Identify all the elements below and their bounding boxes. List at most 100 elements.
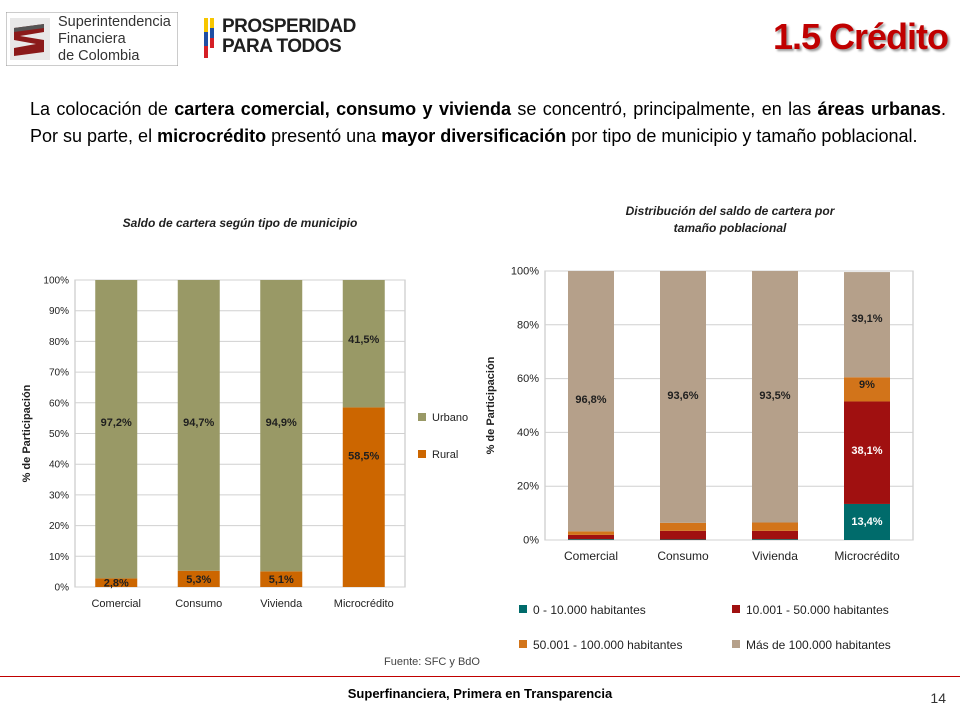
chart2-x-tick: Comercial <box>564 549 618 563</box>
chart2-y-tick: 40% <box>517 427 539 439</box>
chart1-bar-segment <box>342 280 385 408</box>
chart2-x-tick: Consumo <box>657 549 709 563</box>
chart1-title: Saldo de cartera según tipo de municipio <box>122 216 358 230</box>
prosperidad-logo <box>204 18 214 58</box>
footer-divider <box>0 676 960 677</box>
chart1-y-tick: 20% <box>49 521 69 532</box>
chart1-y-tick: 90% <box>49 306 69 317</box>
chart2-bar-segment <box>568 539 614 540</box>
chart2-bar-segment <box>844 272 890 378</box>
chart1-svg: 0% 10% 20% 30% 40% 50% 60% 70% 80% 90% 100% % de Pa… <box>21 276 468 611</box>
chart2-data-label: 96,8% <box>575 394 606 406</box>
chart1-y-tick: 100% <box>43 276 69 287</box>
chart2-bar-segment <box>660 522 706 531</box>
chart1-legend-swatch <box>418 450 426 458</box>
intro-paragraph: La colocación de cartera comercial, cons… <box>30 96 946 150</box>
chart2-svg: 0% 20% 40% 60% 80% 100% % de Participación Come… <box>485 266 914 652</box>
intro-text-1: La colocación de <box>30 99 175 119</box>
chart2-x-tick: Microcrédito <box>834 549 900 563</box>
chart2-y-tick: 60% <box>517 373 539 385</box>
intro-bold-1: cartera comercial, consumo y vivienda <box>174 99 511 119</box>
page-number: 14 <box>930 690 946 706</box>
chart2-bar-segment <box>660 539 706 540</box>
chart1-data-label: 94,7% <box>183 417 214 429</box>
prosperidad-line-2: PARA TODOS <box>222 36 342 57</box>
chart1-bar-segment <box>177 280 220 571</box>
chart2-legend-label: 10.001 - 50.000 habitantes <box>746 603 889 617</box>
chart1-x-tick: Microcrédito <box>334 598 394 610</box>
chart1-legend-label: Rural <box>432 449 458 461</box>
chart2-bar-segment <box>568 534 614 540</box>
chart1-bar-segment <box>260 280 303 572</box>
chart2-data-label: 38,1% <box>851 445 882 457</box>
sfc-logo-line-2: Financiera <box>58 31 126 47</box>
intro-bold-3: microcrédito <box>157 126 267 146</box>
chart1-y-tick: 80% <box>49 337 69 348</box>
chart1-bar-segment <box>260 571 303 587</box>
intro-text-4: presentó una <box>266 126 382 146</box>
chart1-data-label: 58,5% <box>348 451 379 463</box>
chart1-data-label: 97,2% <box>101 417 132 429</box>
chart1-bar-segment <box>95 280 138 579</box>
chart1-y-axis-label: % de Participación <box>21 384 33 482</box>
prosperidad-line-1: PROSPERIDAD <box>222 16 356 37</box>
chart1-y-tick: 40% <box>49 460 69 471</box>
intro-bold-4: mayor diversificación <box>381 126 567 146</box>
sfc-logo <box>6 12 178 66</box>
chart1-bar-segment <box>95 578 138 587</box>
chart2-data-label: 39,1% <box>851 313 882 325</box>
chart1-data-label: 41,5% <box>348 334 379 346</box>
intro-bold-2: áreas urbanas <box>817 99 941 119</box>
chart1-y-tick: 70% <box>49 368 69 379</box>
chart2-x-tick: Vivienda <box>752 549 798 563</box>
chart1-y-tick: 0% <box>55 583 70 594</box>
chart1-y-tick: 30% <box>49 490 69 501</box>
chart2-bar-segment <box>844 401 890 504</box>
chart2-bar-segment <box>752 539 798 540</box>
slide-title: 1.5 Crédito <box>772 16 949 57</box>
chart1-y-tick: 50% <box>49 429 69 440</box>
chart1-data-label: 94,9% <box>266 417 297 429</box>
sfc-logo-text: Superintendencia Financiera de Colombia <box>58 14 171 65</box>
chart1-legend-swatch <box>418 413 426 421</box>
chart2-y-tick: 0% <box>523 535 539 547</box>
chart2-bar-segment <box>844 377 890 402</box>
chart2-bar-segment <box>568 531 614 535</box>
chart1-x-tick: Vivienda <box>260 598 303 610</box>
chart2-bar-segment <box>660 530 706 540</box>
footer-text: Superfinanciera, Primera en Transparenci… <box>347 686 613 701</box>
chart2-legend-label: Más de 100.000 habitantes <box>746 638 891 652</box>
chart2-data-label: 93,5% <box>759 390 790 402</box>
chart2-data-label: 9% <box>859 379 875 391</box>
source-note: Fuente: SFC y BdO <box>384 656 480 668</box>
chart1-data-label: 5,1% <box>269 574 294 586</box>
chart1-x-tick: Comercial <box>91 598 141 610</box>
chart2-legend-label: 0 - 10.000 habitantes <box>533 603 646 617</box>
chart2-bar-segment <box>752 530 798 540</box>
chart2-data-label: 93,6% <box>667 390 698 402</box>
chart1-bar-segment <box>177 570 220 587</box>
chart2-title-line-1: Distribución del saldo de cartera por <box>625 204 835 218</box>
chart2-title: Distribución del saldo de cartera por ta… <box>560 203 900 237</box>
chart2-legend-swatch <box>519 640 527 648</box>
intro-text-2: se concentró, principalmente, en las <box>511 99 818 119</box>
chart2-y-axis-label: % de Participación <box>485 356 497 454</box>
sfc-logo-line-3: de Colombia <box>58 48 140 64</box>
chart1-data-label: 5,3% <box>186 574 211 586</box>
chart1-y-tick: 60% <box>49 398 69 409</box>
chart2-bar-segment <box>844 503 890 540</box>
chart1-y-tick: 10% <box>49 552 69 563</box>
chart2-data-label: 13,4% <box>851 516 882 528</box>
chart2-y-tick: 80% <box>517 319 539 331</box>
chart1-legend-label: Urbano <box>432 412 468 424</box>
chart2-legend-swatch <box>732 605 740 613</box>
chart2-bar-segment <box>660 271 706 523</box>
prosperidad-logo-text: PROSPERIDAD PARA TODOS <box>222 17 356 57</box>
chart2-legend-label: 50.001 - 100.000 habitantes <box>533 638 682 652</box>
chart1-x-tick: Consumo <box>175 598 222 610</box>
chart2-legend-swatch <box>519 605 527 613</box>
chart1-data-label: 2,8% <box>104 578 129 590</box>
intro-text-3: . Por su parte, el <box>30 99 946 146</box>
chart2-legend-swatch <box>732 640 740 648</box>
chart2-y-tick: 20% <box>517 481 539 493</box>
